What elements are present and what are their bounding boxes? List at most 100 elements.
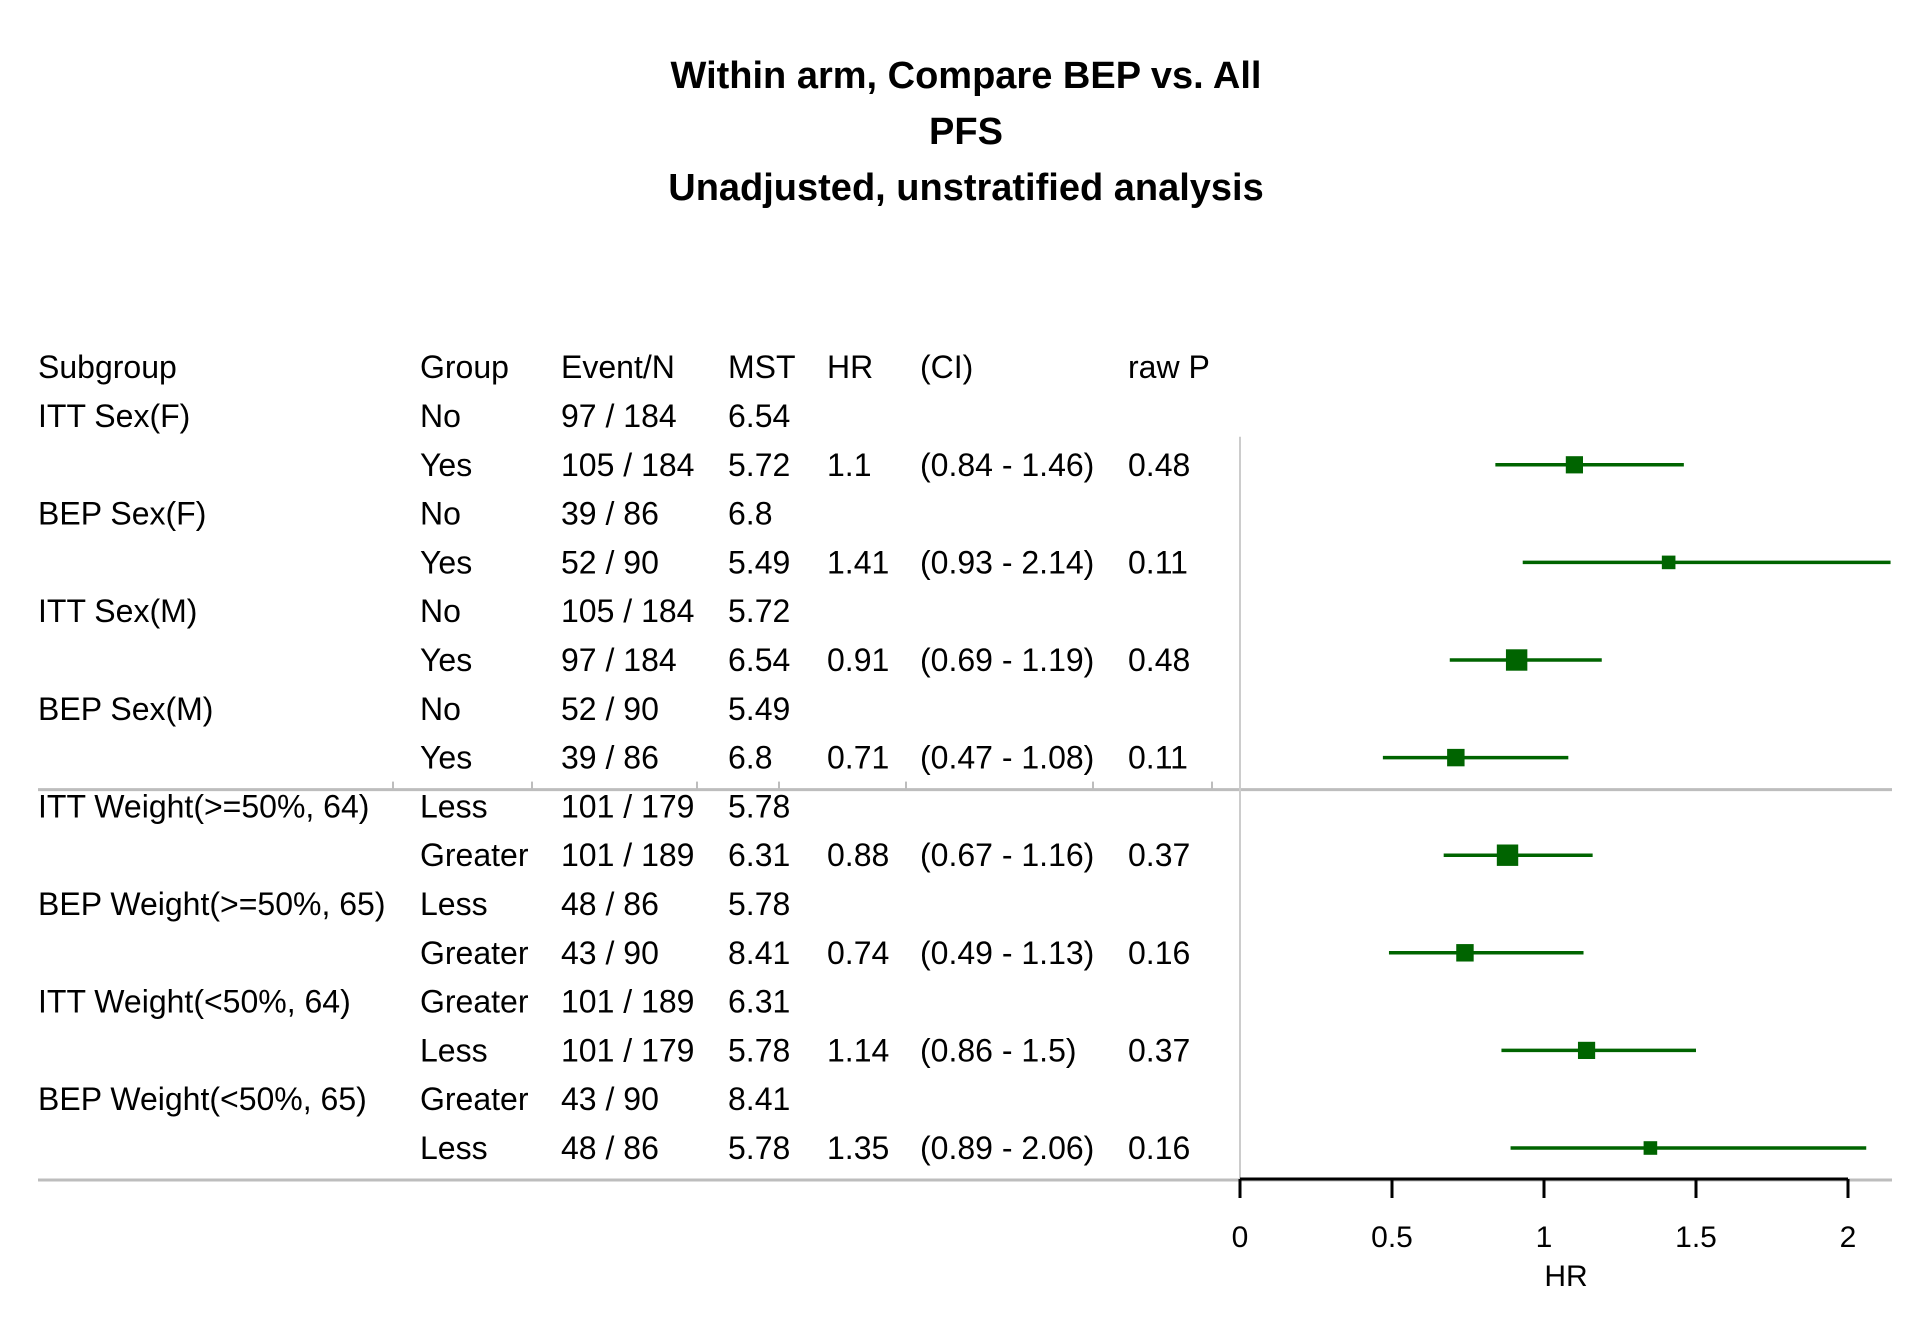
x-tick-label: 0 (1232, 1221, 1249, 1254)
event-n-cell: 101 / 179 (561, 788, 694, 824)
event-n-cell: 105 / 184 (561, 593, 694, 629)
event-n-cell: 52 / 90 (561, 691, 659, 727)
title-line-1: Within arm, Compare BEP vs. All (671, 55, 1262, 97)
hr-marker (1643, 1141, 1658, 1155)
mst-cell: 6.8 (728, 496, 772, 532)
subgroup-cell: ITT Sex(M) (38, 593, 197, 629)
table-row: BEP Sex(M) No 52 / 90 5.49 (38, 691, 790, 727)
table-row: ITT Sex(F) No 97 / 184 6.54 (38, 398, 790, 434)
title-line-2: PFS (929, 111, 1003, 153)
event-n-cell: 101 / 189 (561, 837, 694, 873)
ci-cell: (0.93 - 2.14) (920, 544, 1094, 580)
x-axis: 0 0.5 1 1.5 2 HR (1232, 1177, 1857, 1293)
hr-cell: 0.71 (827, 740, 889, 776)
table-row: Yes 97 / 184 6.54 0.91 (0.69 - 1.19) 0.48 (420, 642, 1190, 678)
table-row: Greater 101 / 189 6.31 0.88 (0.67 - 1.16) 0.3… (420, 837, 1190, 873)
group-cell: Less (420, 886, 488, 922)
table-body: ITT Sex(F) No 97 / 184 6.54 Yes 105 / 184 5.72… (38, 398, 1190, 1166)
mst-cell: 5.72 (728, 593, 790, 629)
x-tick-label: 1.5 (1675, 1221, 1717, 1254)
hr-marker (1565, 456, 1583, 474)
group-cell: Less (420, 1130, 488, 1166)
mst-cell: 6.31 (728, 837, 790, 873)
column-header: Subgroup (38, 349, 177, 385)
subgroup-cell: ITT Weight(>=50%, 64) (38, 788, 369, 824)
mst-cell: 5.78 (728, 788, 790, 824)
subgroup-cell: BEP Weight(>=50%, 65) (38, 886, 385, 922)
ci-cell: (0.86 - 1.5) (920, 1032, 1077, 1068)
event-n-cell: 52 / 90 (561, 544, 659, 580)
subgroup-cell: BEP Sex(M) (38, 691, 213, 727)
mst-cell: 6.8 (728, 740, 772, 776)
table-row: Less 101 / 179 5.78 1.14 (0.86 - 1.5) 0.37 (420, 1032, 1190, 1068)
mst-cell: 6.31 (728, 984, 790, 1020)
event-n-cell: 48 / 86 (561, 1130, 659, 1166)
mst-cell: 8.41 (728, 1081, 790, 1117)
event-n-cell: 101 / 179 (561, 1032, 694, 1068)
table-row: BEP Weight(<50%, 65) Greater 43 / 90 8.41 (38, 1081, 790, 1117)
chart-title: Within arm, Compare BEP vs. All PFS Unadju… (668, 55, 1263, 209)
mst-cell: 6.54 (728, 642, 790, 678)
mst-cell: 5.49 (728, 544, 790, 580)
group-cell: Yes (420, 447, 472, 483)
table-header: Subgroup Group Event/N MST HR (CI) raw P (38, 349, 1210, 385)
raw-p-cell: 0.11 (1128, 740, 1188, 776)
column-header: Event/N (561, 349, 675, 385)
group-cell: Less (420, 1032, 488, 1068)
forest-marks (1239, 436, 1891, 1180)
hr-marker (1496, 844, 1519, 866)
hr-cell: 1.35 (827, 1130, 889, 1166)
event-n-cell: 101 / 189 (561, 984, 694, 1020)
event-n-cell: 39 / 86 (561, 740, 659, 776)
raw-p-cell: 0.11 (1128, 544, 1188, 580)
hr-marker (1456, 944, 1474, 962)
x-tick-label: 0.5 (1371, 1221, 1413, 1254)
group-cell: Greater (420, 935, 529, 971)
mst-cell: 5.78 (728, 886, 790, 922)
x-tick-label: 2 (1840, 1221, 1857, 1254)
hr-cell: 1.14 (827, 1032, 889, 1068)
column-header: Group (420, 349, 509, 385)
column-header: HR (827, 349, 873, 385)
subgroup-cell: ITT Weight(<50%, 64) (38, 984, 351, 1020)
table-row: ITT Sex(M) No 105 / 184 5.72 (38, 593, 790, 629)
x-axis-label: HR (1544, 1260, 1587, 1293)
group-cell: Yes (420, 740, 472, 776)
ci-cell: (0.89 - 2.06) (920, 1130, 1094, 1166)
group-cell: No (420, 593, 461, 629)
ci-cell: (0.67 - 1.16) (920, 837, 1094, 873)
column-header: MST (728, 349, 796, 385)
hr-marker (1661, 555, 1676, 570)
hr-marker (1505, 649, 1528, 671)
group-cell: Yes (420, 544, 472, 580)
title-line-3: Unadjusted, unstratified analysis (668, 167, 1263, 209)
raw-p-cell: 0.48 (1128, 447, 1190, 483)
mst-cell: 5.49 (728, 691, 790, 727)
mst-cell: 8.41 (728, 935, 790, 971)
group-cell: No (420, 496, 461, 532)
table-row: BEP Weight(>=50%, 65) Less 48 / 86 5.78 (38, 886, 790, 922)
x-tick-label: 1 (1536, 1221, 1553, 1254)
group-cell: Greater (420, 837, 529, 873)
raw-p-cell: 0.16 (1128, 935, 1190, 971)
ci-cell: (0.47 - 1.08) (920, 740, 1094, 776)
mst-cell: 5.78 (728, 1032, 790, 1068)
table-row: BEP Sex(F) No 39 / 86 6.8 (38, 496, 772, 532)
ci-cell: (0.49 - 1.13) (920, 935, 1094, 971)
group-cell: Greater (420, 984, 529, 1020)
group-cell: No (420, 398, 461, 434)
ci-cell: (0.69 - 1.19) (920, 642, 1094, 678)
table-row: ITT Weight(>=50%, 64) Less 101 / 179 5.78 (38, 788, 790, 824)
raw-p-cell: 0.16 (1128, 1130, 1190, 1166)
table-row: Less 48 / 86 5.78 1.35 (0.89 - 2.06) 0.16 (420, 1130, 1190, 1166)
table-row: Yes 52 / 90 5.49 1.41 (0.93 - 2.14) 0.11 (420, 544, 1188, 580)
hr-cell: 1.1 (827, 447, 871, 483)
subgroup-cell: BEP Sex(F) (38, 496, 206, 532)
ci-cell: (0.84 - 1.46) (920, 447, 1094, 483)
raw-p-cell: 0.37 (1128, 1032, 1190, 1068)
hr-cell: 0.91 (827, 642, 889, 678)
subgroup-cell: BEP Weight(<50%, 65) (38, 1081, 367, 1117)
event-n-cell: 48 / 86 (561, 886, 659, 922)
event-n-cell: 97 / 184 (561, 642, 677, 678)
